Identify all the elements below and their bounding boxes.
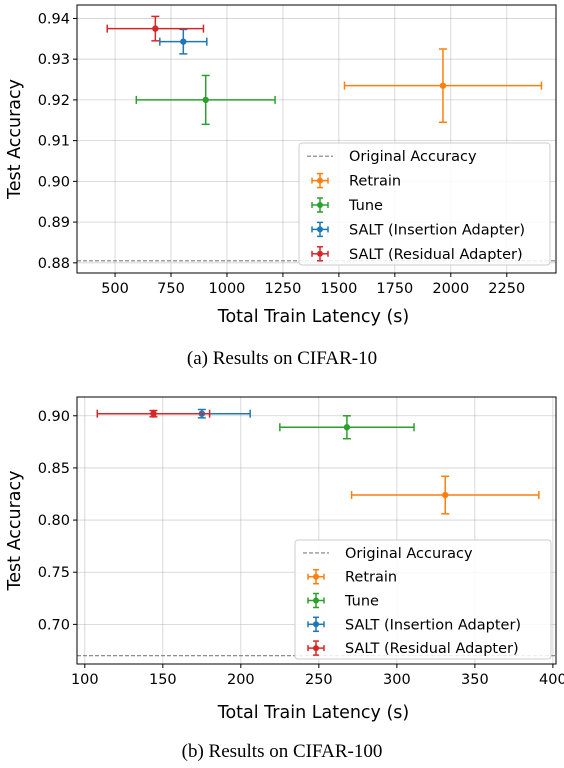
legend-label: Original Accuracy bbox=[349, 149, 477, 165]
data-point bbox=[180, 38, 187, 45]
y-tick-label: 0.91 bbox=[38, 134, 70, 150]
y-tick-label: 0.75 bbox=[38, 565, 70, 581]
legend-label: SALT (Residual Adapter) bbox=[345, 641, 519, 657]
y-tick-label: 0.90 bbox=[38, 409, 70, 425]
legend-label: SALT (Insertion Adapter) bbox=[345, 617, 521, 633]
x-tick-label: 300 bbox=[383, 672, 411, 688]
series-salt-insertion-adapter bbox=[159, 28, 208, 55]
y-tick-label: 0.80 bbox=[38, 513, 70, 529]
legend-label: Tune bbox=[344, 594, 379, 610]
chart-panel-b: 100 150 200 250 300 350 400 0.70 0.75 0.80 0.85 0.9… bbox=[5, 396, 564, 762]
figure-caption: (b) Results on CIFAR-100 bbox=[182, 741, 383, 762]
data-point bbox=[343, 424, 351, 431]
chart-panel-a: 500 750 1000 1250 1500 1750 2000 2250 0.88 0.89 0.… bbox=[5, 4, 557, 369]
legend-marker bbox=[313, 621, 319, 628]
legend-handle bbox=[307, 616, 325, 633]
y-axis-label: Test Accuracy bbox=[5, 471, 25, 592]
y-tick-label: 0.85 bbox=[38, 461, 70, 477]
x-tick-label: 750 bbox=[157, 281, 185, 297]
plot-frame bbox=[76, 4, 557, 274]
legend-label: Retrain bbox=[345, 570, 397, 586]
x-tick-label: 1250 bbox=[264, 281, 301, 297]
series-tune bbox=[135, 74, 276, 126]
x-tick-label: 100 bbox=[71, 672, 99, 688]
legend-handle bbox=[311, 246, 329, 262]
x-tick-label: 400 bbox=[539, 672, 564, 688]
legend-label: Original Accuracy bbox=[345, 546, 473, 562]
y-tick-label: 0.93 bbox=[38, 52, 70, 68]
x-tick-label: 1000 bbox=[209, 281, 246, 297]
legend-label: SALT (Insertion Adapter) bbox=[349, 222, 525, 238]
figure-caption: (a) Results on CIFAR-10 bbox=[187, 348, 377, 369]
legend-box bbox=[298, 142, 551, 266]
x-tick-label: 2250 bbox=[488, 281, 525, 297]
legend-marker bbox=[313, 573, 319, 580]
series-tune bbox=[279, 415, 415, 440]
legend-label: Tune bbox=[348, 198, 383, 214]
x-tick-label: 1750 bbox=[376, 281, 413, 297]
x-tick-label: 500 bbox=[101, 281, 129, 297]
legend-handle bbox=[307, 640, 325, 656]
y-tick-label: 0.90 bbox=[38, 174, 70, 190]
legend-label: SALT (Residual Adapter) bbox=[349, 247, 523, 263]
x-tick-label: 2000 bbox=[432, 281, 469, 297]
legend-handle bbox=[311, 197, 329, 213]
y-axis-label: Test Accuracy bbox=[5, 79, 25, 200]
legend-handle bbox=[311, 172, 329, 189]
data-point bbox=[439, 82, 447, 89]
x-tick-label: 150 bbox=[149, 672, 177, 688]
legend-marker bbox=[317, 226, 323, 233]
x-tick-label: 200 bbox=[227, 672, 255, 688]
x-tick-label: 250 bbox=[305, 672, 333, 688]
legend-marker bbox=[313, 645, 319, 652]
plot-frame bbox=[76, 396, 557, 665]
series-retrain bbox=[350, 475, 540, 515]
series-salt-residual-adapter bbox=[96, 409, 211, 418]
legend-box bbox=[294, 539, 552, 660]
data-point bbox=[202, 96, 209, 104]
y-tick-label: 0.94 bbox=[38, 11, 70, 27]
legend-handle bbox=[307, 592, 325, 609]
legend-handle bbox=[307, 568, 325, 585]
x-tick-label: 350 bbox=[461, 672, 489, 688]
x-axis-label: Total Train Latency (s) bbox=[217, 307, 410, 327]
legend: Original Accuracy Retrain Tune SALT (Insert… bbox=[298, 142, 551, 266]
x-axis-label: Total Train Latency (s) bbox=[217, 703, 410, 723]
data-point bbox=[152, 25, 159, 32]
y-tick-label: 0.70 bbox=[38, 617, 70, 633]
legend-handle bbox=[311, 221, 329, 238]
data-point bbox=[150, 410, 157, 417]
y-tick-label: 0.92 bbox=[38, 93, 70, 109]
x-tick-label: 1500 bbox=[320, 281, 357, 297]
series-salt-residual-adapter bbox=[106, 15, 205, 42]
data-point bbox=[442, 491, 449, 499]
y-tick-label: 0.89 bbox=[38, 215, 70, 231]
y-tick-label: 0.88 bbox=[38, 256, 70, 272]
legend-marker bbox=[317, 250, 323, 257]
legend-label: Retrain bbox=[349, 174, 401, 190]
series-retrain bbox=[343, 48, 543, 124]
legend-marker bbox=[317, 202, 323, 208]
legend-marker bbox=[317, 177, 323, 184]
legend: Original Accuracy Retrain Tune SALT (Insert… bbox=[294, 539, 552, 660]
legend-marker bbox=[313, 597, 319, 604]
